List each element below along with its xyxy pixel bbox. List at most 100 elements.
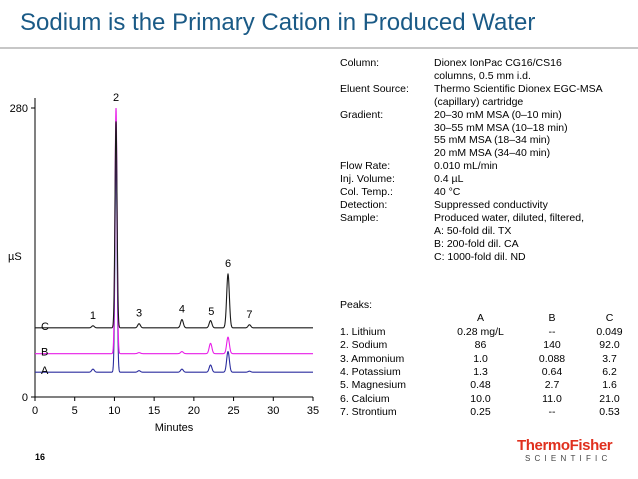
- condition-label: Inj. Volume:: [340, 173, 395, 186]
- peaks-cell: 4. Potassium: [340, 366, 401, 379]
- peaks-cell: 0.64: [541, 366, 563, 379]
- peak-label: 3: [136, 308, 142, 320]
- peaks-cell: 6.2: [602, 366, 617, 379]
- peaks-row: 1. Lithium 0.28 mg/L -- 0.049: [340, 326, 632, 339]
- condition-value: C: 1000-fold dil. ND: [434, 250, 526, 263]
- logo-subtitle: SCIENTIFIC: [525, 454, 612, 463]
- peaks-header-cell: [340, 312, 444, 325]
- peaks-cell: 1. Lithium: [340, 325, 386, 338]
- peaks-cell: --: [548, 325, 556, 338]
- peaks-cell: 10.0: [470, 392, 491, 405]
- condition-value: 0.4 µL: [434, 173, 464, 186]
- peaks-row: 5. Magnesium 0.48 2.7 1.6: [340, 379, 632, 392]
- peaks-row: 6. Calcium 10.0 11.0 21.0: [340, 393, 632, 406]
- y-axis-label: µS: [8, 251, 22, 263]
- condition-value: 0.010 mL/min: [434, 160, 498, 173]
- condition-row: Col. Temp.: 40 °C: [340, 186, 632, 199]
- condition-values: 0.4 µL: [434, 173, 632, 186]
- condition-row: Flow Rate: 0.010 mL/min: [340, 160, 632, 173]
- condition-value: 55 mM MSA (18–34 min): [434, 134, 551, 147]
- peaks-header-cell: B: [548, 312, 556, 325]
- x-tick-label: 25: [227, 405, 239, 417]
- peaks-header-cell: C: [605, 312, 614, 325]
- peaks-cell: 0.088: [538, 352, 566, 365]
- condition-row: Column: Dionex IonPac CG16/CS16 columns, 0…: [340, 57, 632, 83]
- logo-wordmark: ThermoFisher: [517, 437, 613, 454]
- trace-label-c: C: [41, 321, 49, 333]
- trace-b: [35, 107, 313, 355]
- peaks-header-row: A B C: [340, 312, 632, 325]
- peak-label: 6: [225, 258, 231, 270]
- condition-value: (capillary) cartridge: [434, 95, 524, 108]
- peaks-cell: --: [548, 406, 556, 419]
- peak-label: 2: [113, 92, 119, 104]
- condition-values: Dionex IonPac CG16/CS16 columns, 0.5 mm i…: [434, 57, 632, 83]
- peaks-row: 7. Strontium 0.25 -- 0.53: [340, 406, 632, 419]
- condition-label: Flow Rate:: [340, 160, 391, 173]
- x-axis-label: Minutes: [155, 422, 194, 434]
- x-tick-label: 0: [32, 405, 38, 417]
- condition-label: Gradient:: [340, 108, 384, 121]
- peaks-cell: 1.3: [473, 366, 488, 379]
- condition-row: Eluent Source: Thermo Scientific Dionex E…: [340, 83, 632, 109]
- condition-row: Detection: Suppressed conductivity: [340, 199, 632, 212]
- peaks-cell: 1.0: [473, 352, 488, 365]
- peaks-row: 3. Ammonium 1.0 0.088 3.7: [340, 353, 632, 366]
- peaks-cell: 0.48: [470, 379, 491, 392]
- condition-values: Produced water, diluted, filtered, A: 50-…: [434, 212, 632, 264]
- peak-label: 5: [208, 306, 214, 318]
- condition-label: Sample:: [340, 211, 379, 224]
- peaks-title: Peaks:: [340, 299, 373, 311]
- y-tick-label: 280: [10, 103, 28, 115]
- peaks-cell: 0.049: [596, 325, 623, 338]
- peaks-row: 2. Sodium 86 140 92.0: [340, 339, 632, 352]
- peaks-cell: 1.6: [602, 379, 617, 392]
- peaks-cell: 3. Ammonium: [340, 352, 405, 365]
- condition-label: Col. Temp.:: [340, 186, 393, 199]
- peaks-panel: Peaks: A B C 1. Lithium 0.28 mg/L -- 0.049 2. S…: [340, 299, 632, 420]
- x-tick-label: 35: [307, 405, 319, 417]
- conditions-panel: Column: Dionex IonPac CG16/CS16 columns, 0…: [340, 57, 632, 264]
- slide-number: 16: [35, 452, 46, 462]
- condition-row: Sample: Produced water, diluted, filtered…: [340, 212, 632, 264]
- condition-value: Produced water, diluted, filtered,: [434, 211, 585, 224]
- trace-a: [35, 147, 313, 373]
- peaks-cell: 2. Sodium: [340, 339, 388, 352]
- x-tick-label: 10: [108, 405, 120, 417]
- peaks-cell: 0.25: [470, 406, 491, 419]
- condition-value: Dionex IonPac CG16/CS16: [434, 57, 562, 69]
- x-tick-label: 15: [148, 405, 160, 417]
- x-tick-label: 5: [72, 405, 78, 417]
- slide-title: Sodium is the Primary Cation in Produced…: [20, 9, 536, 36]
- peaks-cell: 0.28 mg/L: [457, 325, 504, 338]
- condition-label: Column:: [340, 57, 380, 69]
- condition-value: 20 mM MSA (34–40 min): [434, 147, 551, 160]
- condition-row: Gradient: 20–30 mM MSA (0–10 min) 30–55 mM…: [340, 109, 632, 161]
- peaks-cell: 3.7: [602, 352, 617, 365]
- condition-value: columns, 0.5 mm i.d.: [434, 69, 531, 82]
- condition-value: 40 °C: [434, 186, 461, 199]
- peak-label: 1: [90, 310, 96, 322]
- peak-label: 7: [246, 309, 252, 321]
- y-tick-label: 0: [22, 392, 28, 404]
- condition-value: B: 200-fold dil. CA: [434, 237, 519, 250]
- condition-value: 20–30 mM MSA (0–10 min): [434, 108, 562, 121]
- peaks-cell: 5. Magnesium: [340, 379, 406, 392]
- condition-value: A: 50-fold dil. TX: [434, 224, 512, 237]
- peaks-cell: 92.0: [599, 339, 620, 352]
- condition-label: Detection:: [340, 198, 388, 211]
- condition-value: Thermo Scientific Dionex EGC-MSA: [434, 82, 603, 95]
- condition-values: 20–30 mM MSA (0–10 min) 30–55 mM MSA (10–…: [434, 109, 632, 161]
- trace-c: [35, 121, 313, 329]
- peaks-cell: 0.53: [599, 406, 620, 419]
- peaks-cell: 140: [543, 339, 561, 352]
- trace-label-b: B: [41, 347, 48, 359]
- trace-label-a: A: [41, 365, 49, 377]
- peak-label: 4: [179, 304, 185, 316]
- x-tick-label: 20: [188, 405, 200, 417]
- peaks-cell: 86: [474, 339, 487, 352]
- condition-label: Eluent Source:: [340, 82, 409, 95]
- x-tick-label: 30: [267, 405, 279, 417]
- condition-values: Thermo Scientific Dionex EGC-MSA (capilla…: [434, 83, 632, 109]
- condition-values: 0.010 mL/min: [434, 160, 632, 173]
